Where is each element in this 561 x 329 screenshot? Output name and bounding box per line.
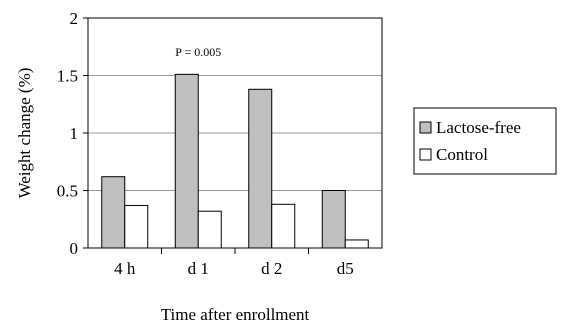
bar-control-3 [271,203,296,249]
bar-control-1 [124,204,149,249]
legend-frame [413,107,557,175]
legend-swatch-lactose-free [419,121,432,134]
x-axis-label: Time after enrollment [161,305,310,324]
y-tick-label: 0 [70,239,79,258]
y-tick-label: 2 [70,9,79,28]
p-value-annotation: P = 0.005 [175,45,221,59]
y-axis-label: Weight change (%) [15,68,34,199]
bar-lactose-free-4 [321,190,346,249]
bar-lactose-free-3 [248,88,273,249]
bar-control-2 [197,210,222,249]
x-tick-label: d 2 [261,259,282,278]
bar-lactose-free-1 [101,176,126,249]
y-tick-label: 1 [70,124,79,143]
x-tick-label: d 1 [188,259,209,278]
legend: Lactose-free Control [413,107,557,175]
x-tick-label: d5 [337,259,354,278]
legend-swatch-control [419,148,432,161]
y-axis-ticks: 0 0.5 1 1.5 2 [57,9,88,258]
bar-lactose-free-2 [174,73,199,249]
x-axis-ticks: 4 h d 1 d 2 d5 [114,248,354,278]
gridlines [88,75,382,191]
y-tick-label: 1.5 [57,67,78,86]
bar-control-4 [344,239,369,249]
bars [101,73,369,249]
legend-label-lactose-free: Lactose-free [436,118,521,137]
y-tick-label: 0.5 [57,182,78,201]
legend-label-control: Control [436,145,488,164]
x-tick-label: 4 h [114,259,136,278]
